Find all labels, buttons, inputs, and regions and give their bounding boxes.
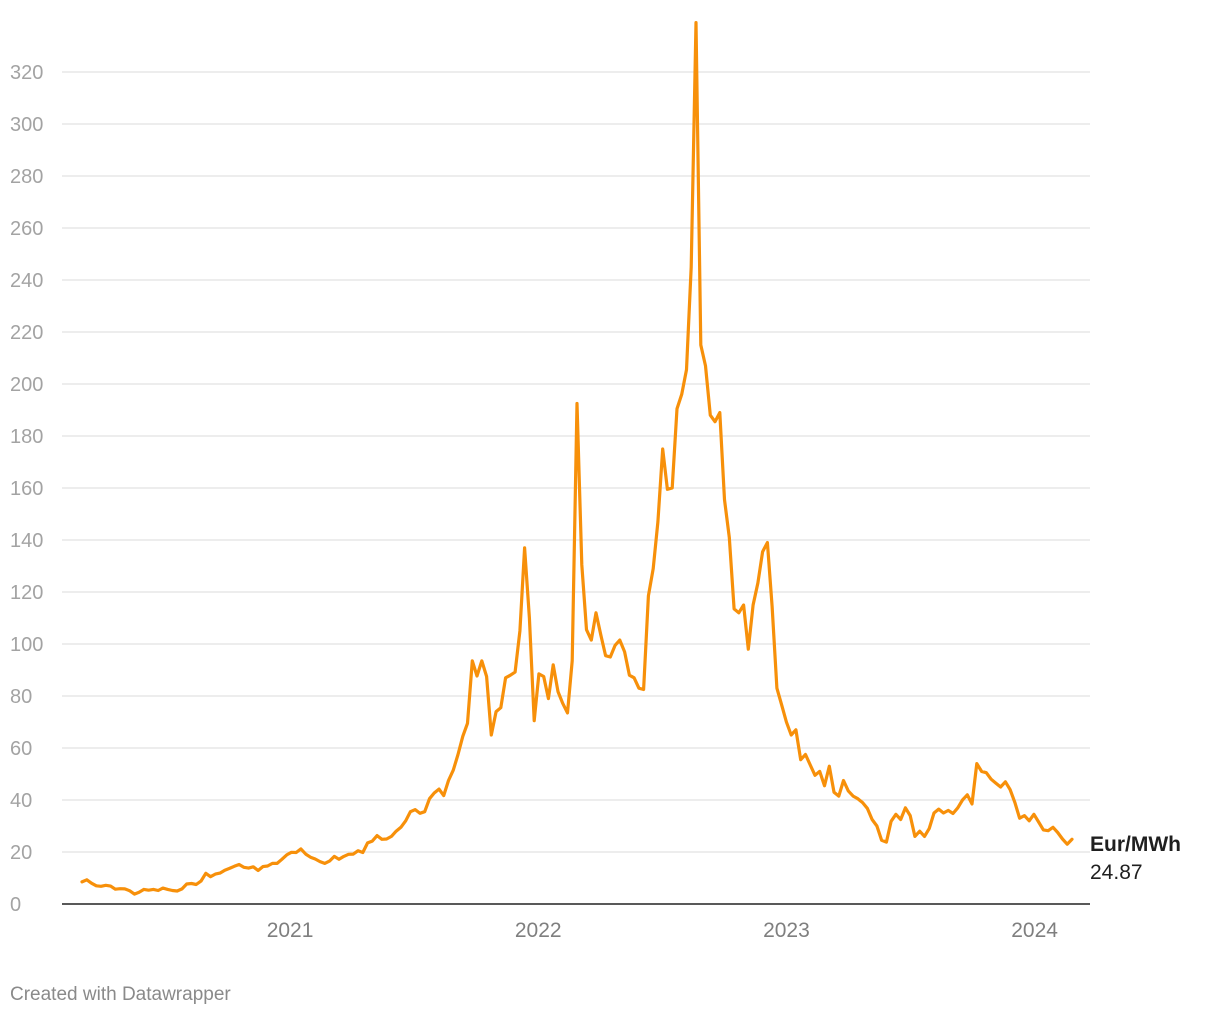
series-layer: [80, 21, 1074, 896]
y-tick-label: 320: [10, 62, 43, 84]
x-axis-tick-labels: 2021 2022 2023 2024: [267, 919, 1059, 942]
y-axis-tick-labels: 0 20 40 60 80 100 120 140 160 180 200 220 240 260 280 3…: [10, 62, 43, 916]
y-tick-label: 240: [10, 270, 43, 292]
series-line-eur-mwh: [80, 21, 1074, 896]
series-last-value-label: 24.87: [1090, 861, 1143, 884]
x-tick-label: 2021: [267, 919, 314, 942]
series-name-label: Eur/MWh: [1090, 833, 1181, 856]
series-end-label: Eur/MWh 24.87: [1090, 833, 1181, 884]
y-tick-label: 20: [10, 842, 32, 864]
x-tick-label: 2023: [763, 919, 810, 942]
y-tick-label: 260: [10, 218, 43, 240]
y-tick-label: 200: [10, 374, 43, 396]
credit-footer: Created with Datawrapper: [10, 984, 231, 1005]
y-tick-label: 100: [10, 634, 43, 656]
y-tick-label: 180: [10, 426, 43, 448]
y-tick-label: 280: [10, 166, 43, 188]
y-tick-label: 0: [10, 894, 21, 916]
y-tick-label: 120: [10, 582, 43, 604]
y-tick-label: 300: [10, 114, 43, 136]
y-tick-label: 160: [10, 478, 43, 500]
x-tick-label: 2024: [1011, 919, 1058, 942]
y-tick-label: 80: [10, 686, 32, 708]
y-tick-label: 60: [10, 738, 32, 760]
y-tick-label: 40: [10, 790, 32, 812]
x-tick-label: 2022: [515, 919, 562, 942]
y-tick-label: 140: [10, 530, 43, 552]
gridlines: [62, 71, 1090, 853]
y-tick-label: 220: [10, 322, 43, 344]
